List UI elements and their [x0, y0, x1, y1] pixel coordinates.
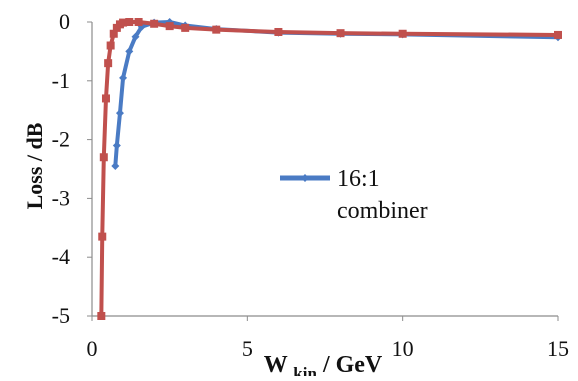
- y-tick-label: -1: [52, 68, 70, 93]
- x-axis-label: W kin / GeV: [264, 352, 383, 376]
- series-0-point-4: [125, 47, 134, 56]
- x-tick-label: 5: [242, 336, 253, 361]
- series-layer: [97, 18, 562, 320]
- series-1-point-17: [336, 29, 345, 38]
- x-tick-label: 0: [87, 336, 98, 361]
- series-1-point-19: [554, 30, 562, 39]
- series-0-point-3: [119, 73, 128, 82]
- series-1-point-9: [119, 18, 128, 27]
- series-0-point-0: [111, 162, 120, 171]
- series-1-point-1: [98, 232, 107, 241]
- series-1-point-3: [101, 94, 110, 103]
- series-1-point-18: [398, 29, 407, 38]
- legend-marker-diamond: [301, 174, 309, 182]
- y-tick-label: -3: [52, 185, 70, 210]
- series-line-1: [99, 20, 560, 318]
- series-1-point-16: [274, 27, 283, 36]
- series-0-point-2: [115, 109, 124, 118]
- series-1-point-10: [125, 18, 134, 26]
- series-1-point-13: [165, 22, 174, 31]
- y-tick-label: 0: [59, 9, 70, 34]
- y-tick-label: -2: [52, 127, 70, 152]
- series-1-point-11: [134, 18, 143, 26]
- series-1-point-5: [106, 41, 115, 50]
- series-0-point-1: [112, 141, 121, 150]
- series-1-point-0: [97, 312, 106, 320]
- axes-layer: 0 -1 -2 -3 -4 -5 0 5 10 15: [52, 9, 569, 361]
- series-1-point-2: [99, 153, 108, 162]
- y-axis-title: Loss / dB: [22, 122, 47, 209]
- series-0-point-5: [131, 32, 140, 41]
- x-axis-title: W kin / GeV: [264, 352, 383, 381]
- series-1-point-4: [104, 59, 113, 68]
- x-axis-label-sub: kin: [293, 364, 317, 376]
- x-axis-label-main: W: [264, 352, 288, 376]
- legend-label-line2: combiner: [337, 198, 428, 224]
- legend: 16:1 combiner: [280, 166, 428, 224]
- series-1-point-15: [212, 25, 221, 34]
- series-1-point-6: [109, 29, 118, 38]
- x-axis-label-suffix: / GeV: [322, 352, 383, 376]
- y-axis-label: Loss / dB: [22, 122, 47, 209]
- series-line-0: [113, 20, 560, 169]
- x-tick-label: 10: [392, 336, 414, 361]
- y-tick-label: -4: [52, 244, 70, 269]
- legend-label-line1: 16:1: [337, 166, 380, 192]
- y-tick-label: -5: [52, 303, 70, 328]
- series-1-point-12: [150, 19, 159, 28]
- x-tick-label: 15: [547, 336, 569, 361]
- series-1-point-14: [181, 23, 190, 32]
